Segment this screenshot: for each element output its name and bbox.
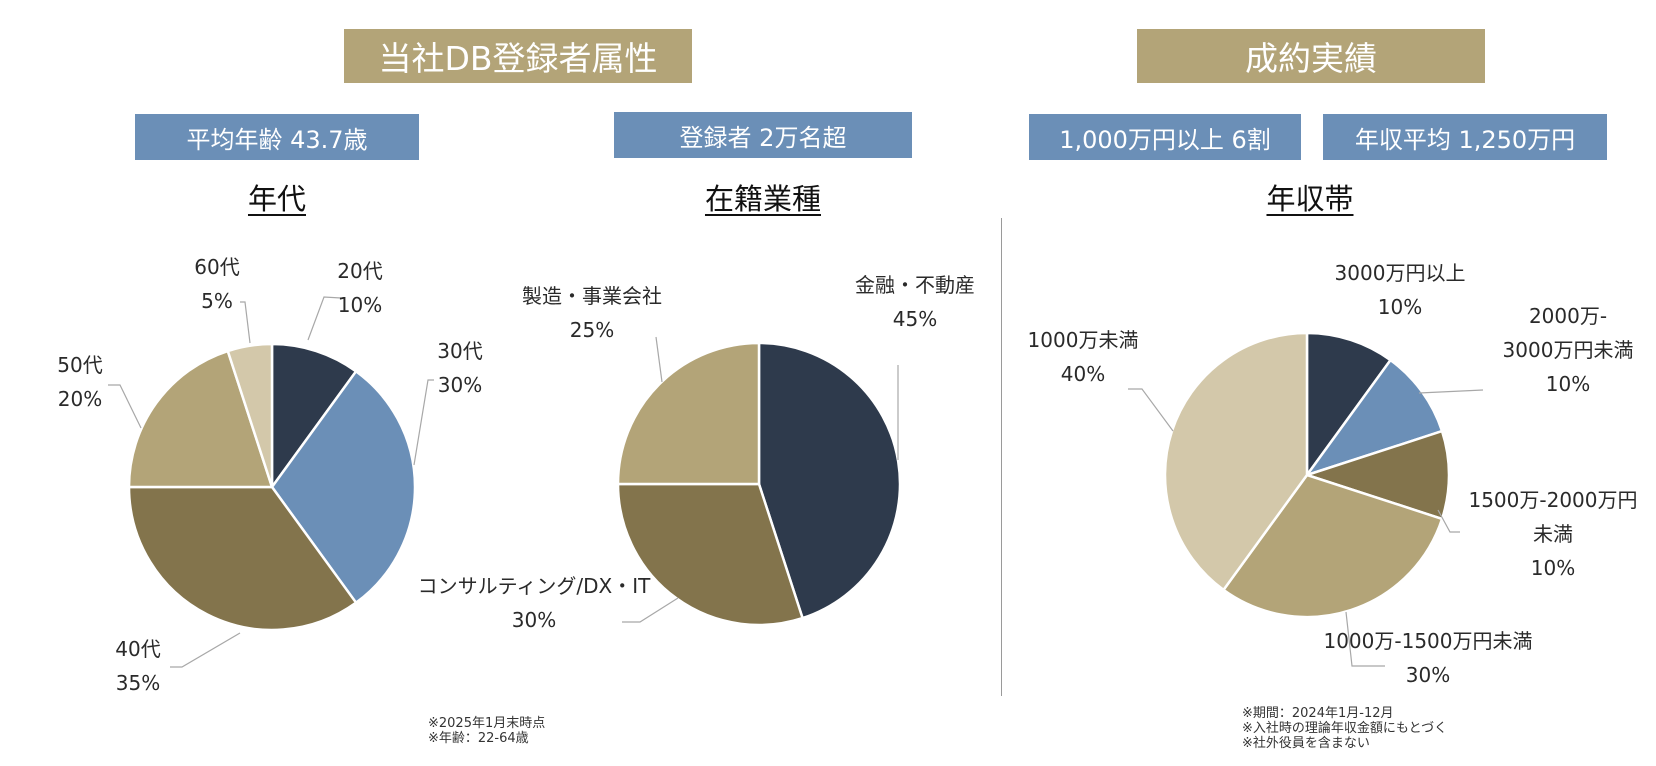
income-slice-4 <box>1163 331 1309 592</box>
age-slice-3 <box>127 349 274 489</box>
income-slice-0 <box>1305 331 1393 479</box>
left-footnotes: ※2025年1月末時点 ※年齢：22-64歳 <box>428 716 545 746</box>
age-label-name-1: 30代 <box>437 339 482 363</box>
income-label-1: 2000万- 3000万円未満 10% <box>1503 304 1634 396</box>
income-leader-line-1 <box>1418 389 1484 394</box>
average-income-badge: 年収平均 1,250万円 <box>1323 114 1607 160</box>
age-label-name-4: 60代 <box>194 255 239 279</box>
age-slice-2 <box>127 485 358 632</box>
footnote-period: ※期間：2024年1月-12月 <box>1242 706 1394 721</box>
income-slice-3 <box>1221 473 1444 619</box>
footnote-age-range: ※年齢：22-64歳 <box>428 731 529 746</box>
left-section-header: 当社DB登録者属性 <box>344 29 692 83</box>
income-label-name-1: 2000万- <box>1529 304 1607 328</box>
income-label-name-2: 未満 <box>1533 522 1573 546</box>
age-leader-line-4 <box>240 301 251 344</box>
age-slice-1 <box>270 369 417 605</box>
income-label-value-0: 10% <box>1378 295 1422 319</box>
income-label-0: 3000万円以上 10% <box>1335 261 1466 319</box>
age-leader-line-1 <box>413 379 434 466</box>
industry-slice-2 <box>616 341 761 486</box>
age-leader-line-3 <box>108 384 142 429</box>
income-leader-line-2 <box>1437 509 1460 533</box>
industry-label-0: 金融・不動産 45% <box>855 273 975 331</box>
footnote-income-basis: ※入社時の理論年収金額にもとづく <box>1242 721 1448 736</box>
industry-label-2: 製造・事業会社 25% <box>522 284 662 342</box>
industry-label-value-0: 45% <box>893 307 937 331</box>
age-label-value-3: 20% <box>58 387 102 411</box>
industry-slice-1 <box>616 482 805 627</box>
income-chart-title: 年収帯 <box>1266 182 1354 216</box>
income-label-3: 1000万-1500万円未満 30% <box>1323 629 1532 687</box>
industry-label-value-2: 25% <box>570 318 614 342</box>
industry-leader-line-1 <box>622 597 679 623</box>
age-slice-0 <box>270 342 358 491</box>
income-label-value-1: 10% <box>1546 372 1590 396</box>
section-divider <box>1001 218 1002 696</box>
industry-label-name-0: 金融・不動産 <box>855 273 975 297</box>
income-label-value-4: 40% <box>1061 362 1105 386</box>
income-label-name-3: 1000万-1500万円未満 <box>1323 629 1532 653</box>
income-label-name-1: 3000万円未満 <box>1503 338 1634 362</box>
age-label-value-4: 5% <box>201 289 233 313</box>
industry-chart-title: 在籍業種 <box>704 182 821 216</box>
industry-label-value-1: 30% <box>512 608 556 632</box>
age-chart-title: 年代 <box>247 182 306 216</box>
footnote-date: ※2025年1月末時点 <box>428 716 546 731</box>
age-label-name-2: 40代 <box>115 637 160 661</box>
age-label-value-1: 30% <box>438 373 482 397</box>
age-label-value-0: 10% <box>338 293 382 317</box>
industry-leader-line-2 <box>655 336 663 383</box>
income-leader-line-4 <box>1128 388 1174 432</box>
age-label-value-2: 35% <box>116 671 160 695</box>
income-label-value-3: 30% <box>1406 663 1450 687</box>
footnote-exclusion: ※社外役員を含まない <box>1242 736 1370 751</box>
industry-label-name-1: コンサルティング/DX・IT <box>418 574 652 598</box>
age-slice-4 <box>226 342 274 488</box>
right-section-header: 成約実績 <box>1137 29 1485 83</box>
income-label-name-2: 1500万-2000万円 <box>1468 488 1637 512</box>
income-label-name-0: 3000万円以上 <box>1335 261 1466 285</box>
age-label-name-3: 50代 <box>57 353 102 377</box>
income-leader-line-3 <box>1345 611 1385 667</box>
income-label-value-2: 10% <box>1531 556 1575 580</box>
industry-slice-0 <box>757 341 902 620</box>
right-footnotes: ※期間：2024年1月-12月 ※入社時の理論年収金額にもとづく ※社外役員を含… <box>1242 706 1447 751</box>
average-age-badge: 平均年齢 43.7歳 <box>135 114 419 160</box>
income-label-4: 1000万未満 40% <box>1028 328 1139 386</box>
age-label-name-0: 20代 <box>337 259 382 283</box>
income-label-name-4: 1000万未満 <box>1028 328 1139 352</box>
income-slice-1 <box>1303 358 1444 478</box>
registrants-badge: 登録者 2万名超 <box>614 112 912 158</box>
age-leader-line-0 <box>307 296 342 341</box>
industry-label-1: コンサルティング/DX・IT 30% <box>418 574 652 632</box>
age-leader-line-2 <box>170 632 241 668</box>
industry-label-name-2: 製造・事業会社 <box>522 284 662 308</box>
over-10m-badge: 1,000万円以上 6割 <box>1029 114 1301 160</box>
